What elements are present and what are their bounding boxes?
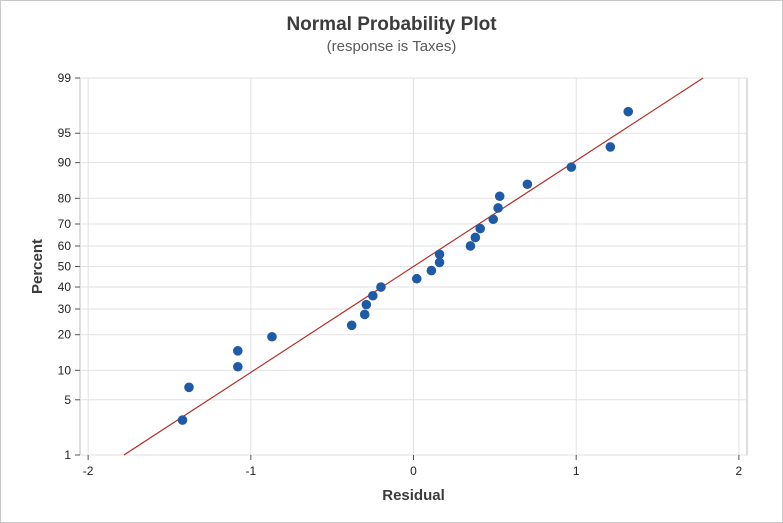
y-tick-label: 60 (58, 239, 72, 253)
data-point (470, 232, 481, 243)
x-tick-labels: -2 -1 0 1 2 (83, 464, 743, 478)
x-axis-title: Residual (382, 487, 445, 504)
y-tick-label: 95 (58, 126, 72, 140)
x-tick-label: -1 (245, 464, 256, 478)
data-point (233, 346, 243, 356)
data-point (488, 214, 499, 225)
x-tick-label: 0 (410, 464, 417, 478)
data-point (434, 257, 445, 268)
data-point (359, 309, 370, 320)
data-point (411, 273, 422, 284)
axis-ticks (75, 77, 740, 460)
data-point (475, 223, 486, 234)
y-axis-title: Percent (29, 239, 46, 294)
y-tick-label: 99 (58, 71, 72, 85)
data-point (368, 290, 378, 301)
data-point (267, 331, 277, 342)
data-point (605, 142, 616, 152)
data-point (361, 299, 372, 310)
data-point (623, 106, 634, 117)
fit-line (123, 77, 704, 456)
y-tick-label: 40 (58, 280, 72, 294)
data-point (426, 265, 437, 276)
y-tick-label: 30 (58, 302, 72, 316)
x-tick-label: 2 (736, 464, 743, 478)
y-tick-labels: 1 5 10 20 30 40 50 60 70 80 90 95 99 (58, 71, 72, 462)
data-point (493, 203, 503, 213)
y-tick-label: 80 (58, 191, 72, 205)
x-tick-label: 1 (573, 464, 580, 478)
y-tick-label: 90 (58, 156, 72, 170)
x-tick-label: -2 (83, 464, 94, 478)
chart-title: Normal Probability Plot (286, 14, 497, 35)
data-point (434, 249, 445, 260)
chart-subtitle: (response is Taxes) (326, 38, 457, 55)
data-point (566, 162, 577, 172)
y-tick-label: 5 (64, 393, 71, 407)
y-tick-label: 1 (64, 448, 71, 462)
grid-lines (80, 77, 747, 456)
data-point (346, 320, 357, 331)
y-tick-label: 70 (58, 217, 72, 231)
y-tick-label: 20 (58, 328, 72, 342)
y-tick-label: 50 (58, 260, 72, 274)
data-point (376, 282, 386, 292)
data-points (177, 106, 634, 425)
data-point (177, 415, 188, 425)
data-point (233, 361, 243, 372)
data-point (465, 241, 476, 251)
y-tick-label: 10 (58, 363, 72, 377)
data-point (494, 191, 505, 202)
data-point (522, 179, 533, 190)
data-point (184, 382, 194, 393)
